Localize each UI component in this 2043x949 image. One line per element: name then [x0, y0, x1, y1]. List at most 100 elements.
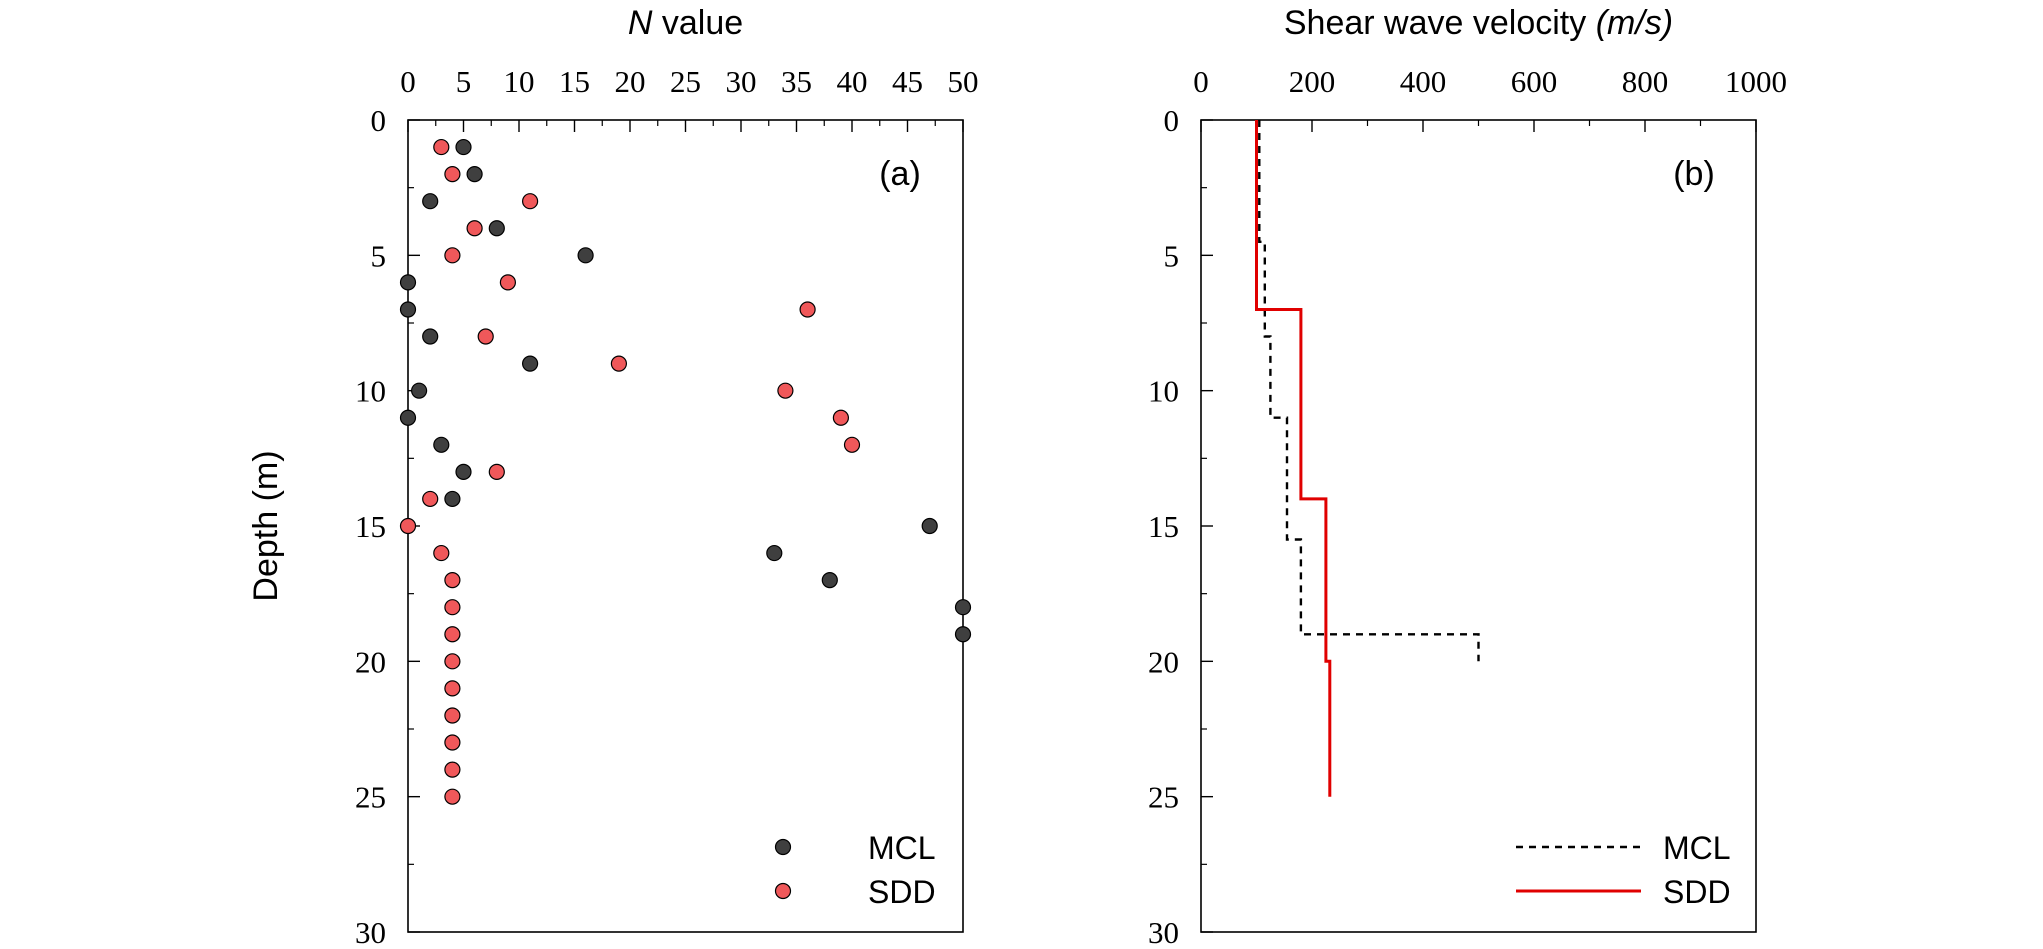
data-point-mcl — [766, 544, 783, 562]
panel-b-shear-wave-velocity-chart: 0 200 400 600 800 1000 0 5 10 15 20 25 30 Shear wave… — [1148, 4, 1787, 949]
x-tick-label: 10 — [504, 64, 535, 99]
data-point-sdd — [422, 490, 439, 508]
data-point-mcl — [921, 517, 938, 535]
y-tick-label: 25 — [355, 780, 386, 815]
data-point-mcl — [422, 193, 439, 210]
panel-a-plot-frame — [407, 119, 964, 933]
legend-label-sdd-b: SDD — [1663, 874, 1731, 910]
data-point-sdd — [466, 220, 483, 237]
data-point-sdd — [477, 328, 494, 345]
data-point-mcl — [433, 436, 450, 453]
data-point-mcl — [488, 220, 505, 237]
data-point-sdd — [444, 707, 461, 724]
panel-a-label: (a) — [879, 155, 921, 193]
data-point-sdd — [610, 355, 628, 372]
data-point-mcl — [444, 490, 461, 508]
legend-label-mcl-b: MCL — [1663, 830, 1731, 866]
data-point-mcl — [399, 409, 417, 426]
x-tick-label: 15 — [559, 64, 590, 99]
panel-a-data-points — [399, 138, 972, 805]
data-point-sdd — [444, 166, 461, 183]
panel-b-label: (b) — [1673, 155, 1715, 193]
data-point-sdd — [444, 626, 461, 643]
data-point-sdd — [521, 193, 539, 210]
data-point-mcl — [455, 138, 472, 156]
x-tick-label: 1000 — [1725, 64, 1787, 99]
data-point-sdd — [488, 463, 505, 480]
panel-b-ticks — [1200, 119, 1757, 933]
series-line-mcl — [1258, 120, 1480, 662]
y-tick-label: 20 — [355, 644, 386, 679]
y-tick-label: 0 — [371, 103, 387, 138]
panel-a-n-value-chart: 0 5 10 15 20 25 30 35 40 45 50 0 5 10 15 20 25 30 N value… — [247, 4, 979, 949]
legend-marker-sdd — [774, 882, 792, 900]
data-point-sdd — [444, 680, 461, 697]
panel-a-x-axis-label: N value — [628, 4, 743, 42]
panel-b-plot-frame — [1200, 119, 1757, 933]
series-line-sdd — [1255, 120, 1332, 797]
x-tick-label: 800 — [1622, 64, 1669, 99]
data-point-sdd — [444, 788, 461, 805]
data-point-sdd — [444, 572, 461, 589]
y-tick-label: 10 — [1148, 374, 1179, 409]
data-point-sdd — [433, 138, 450, 156]
panel-b-x-axis-label: Shear wave velocity (m/s) — [1284, 4, 1673, 42]
legend-marker-mcl — [774, 838, 792, 856]
x-tick-label: 20 — [615, 64, 646, 99]
data-point-mcl — [455, 463, 472, 480]
panel-a-tick-labels: 0 5 10 15 20 25 30 35 40 45 50 0 5 10 15 20 25 30 — [355, 64, 979, 949]
data-point-mcl — [821, 572, 838, 589]
data-point-sdd — [444, 761, 461, 778]
x-tick-label: 400 — [1400, 64, 1447, 99]
legend-label-sdd: SDD — [868, 874, 936, 910]
data-point-mcl — [521, 355, 539, 372]
data-point-sdd — [444, 653, 461, 670]
x-tick-label: 35 — [781, 64, 812, 99]
data-point-sdd — [444, 599, 461, 616]
data-point-sdd — [444, 734, 461, 751]
data-point-sdd — [499, 274, 516, 291]
x-tick-label: 25 — [670, 64, 701, 99]
x-tick-label: 0 — [400, 64, 416, 99]
x-tick-label: 30 — [726, 64, 757, 99]
y-tick-label: 15 — [1148, 509, 1179, 544]
panel-b-legend: MCL SDD — [1516, 830, 1731, 910]
data-point-mcl — [422, 328, 439, 345]
panel-a-legend: MCL SDD — [774, 830, 936, 910]
y-tick-label: 10 — [355, 374, 386, 409]
x-tick-label: 45 — [892, 64, 923, 99]
data-point-sdd — [799, 301, 816, 318]
panel-a-ticks — [407, 119, 964, 933]
x-tick-label: 50 — [948, 64, 979, 99]
x-tick-label: 0 — [1193, 64, 1209, 99]
y-tick-label: 5 — [371, 238, 387, 273]
data-point-mcl — [466, 166, 483, 183]
y-tick-label: 15 — [355, 509, 386, 544]
panel-b-series-lines — [1255, 120, 1480, 797]
panel-b-tick-labels: 0 200 400 600 800 1000 0 5 10 15 20 25 30 — [1148, 64, 1787, 949]
data-point-sdd — [399, 517, 417, 535]
x-tick-label: 5 — [456, 64, 472, 99]
y-tick-label: 20 — [1148, 644, 1179, 679]
data-point-sdd — [843, 436, 861, 453]
data-point-mcl — [954, 626, 972, 643]
y-tick-label: 30 — [1148, 915, 1179, 949]
y-tick-label: 5 — [1164, 238, 1180, 273]
data-point-mcl — [399, 274, 417, 291]
legend-label-mcl: MCL — [868, 830, 936, 866]
data-point-mcl — [577, 247, 594, 264]
data-point-mcl — [411, 382, 428, 399]
data-point-sdd — [777, 382, 794, 399]
panel-a-y-axis-label: Depth (m) — [247, 450, 285, 601]
y-tick-label: 25 — [1148, 780, 1179, 815]
y-tick-label: 0 — [1164, 103, 1180, 138]
data-point-sdd — [832, 409, 850, 426]
y-tick-label: 30 — [355, 915, 386, 949]
data-point-mcl — [399, 301, 417, 318]
x-tick-label: 200 — [1289, 64, 1336, 99]
data-point-sdd — [444, 247, 461, 264]
x-tick-label: 40 — [837, 64, 868, 99]
data-point-sdd — [433, 544, 450, 562]
data-point-mcl — [954, 599, 972, 616]
